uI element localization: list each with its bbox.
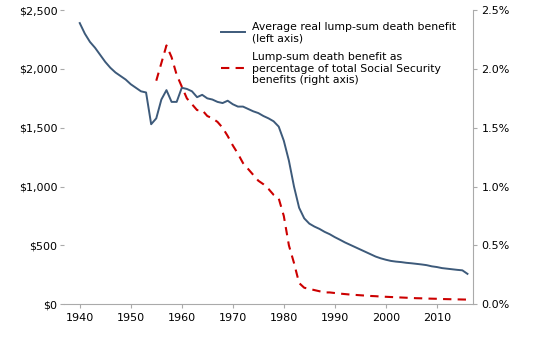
Lump-sum death benefit as
percentage of total Social Security
benefits (right axis) xyxy=(219,126,226,130)
Average real lump-sum death benefit
(left axis) xyxy=(204,96,211,100)
Lump-sum death benefit as
percentage of total Social Security
benefits (right axis) xyxy=(429,297,435,301)
Legend: Average real lump-sum death benefit
(left axis), Lump-sum death benefit as
perce: Average real lump-sum death benefit (lef… xyxy=(218,19,459,89)
Lump-sum death benefit as
percentage of total Social Security
benefits (right axis) xyxy=(184,96,190,100)
Line: Average real lump-sum death benefit
(left axis): Average real lump-sum death benefit (lef… xyxy=(80,23,468,274)
Lump-sum death benefit as
percentage of total Social Security
benefits (right axis) xyxy=(153,79,159,83)
Average real lump-sum death benefit
(left axis) xyxy=(209,97,215,101)
Lump-sum death benefit as
percentage of total Social Security
benefits (right axis) xyxy=(240,161,246,165)
Average real lump-sum death benefit
(left axis) xyxy=(245,107,251,111)
Average real lump-sum death benefit
(left axis) xyxy=(235,104,241,108)
Line: Lump-sum death benefit as
percentage of total Social Security
benefits (right axis): Lump-sum death benefit as percentage of … xyxy=(156,45,468,299)
Lump-sum death benefit as
percentage of total Social Security
benefits (right axis) xyxy=(347,292,353,296)
Average real lump-sum death benefit
(left axis) xyxy=(291,185,297,189)
Average real lump-sum death benefit
(left axis) xyxy=(153,116,159,120)
Lump-sum death benefit as
percentage of total Social Security
benefits (right axis) xyxy=(163,43,170,47)
Lump-sum death benefit as
percentage of total Social Security
benefits (right axis) xyxy=(465,297,471,301)
Average real lump-sum death benefit
(left axis) xyxy=(77,21,83,25)
Average real lump-sum death benefit
(left axis) xyxy=(465,272,471,276)
Lump-sum death benefit as
percentage of total Social Security
benefits (right axis) xyxy=(311,288,318,292)
